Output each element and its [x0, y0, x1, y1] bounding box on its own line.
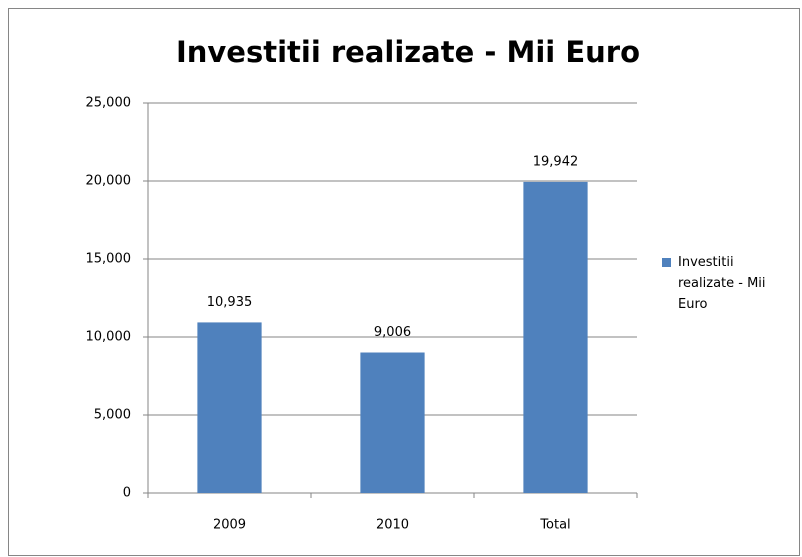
bar: [360, 352, 425, 493]
x-tick-label: 2009: [213, 518, 246, 533]
y-tick-label: 20,000: [86, 174, 132, 189]
data-label: 19,942: [533, 154, 579, 169]
y-tick-label: 10,000: [86, 330, 132, 345]
x-tick-label: 2010: [376, 518, 409, 533]
y-tick-label: 25,000: [86, 96, 132, 111]
data-label: 9,006: [374, 325, 411, 340]
legend: Investitii realizate - Mii Euro: [662, 252, 792, 315]
y-tick-label: 0: [123, 486, 131, 501]
chart-title: Investitii realizate - Mii Euro: [176, 35, 640, 69]
legend-label: Investitii realizate - Mii Euro: [678, 255, 766, 312]
bar: [523, 181, 588, 494]
y-tick-label: 5,000: [94, 408, 131, 423]
y-tick-label: 15,000: [86, 252, 132, 267]
bar: [197, 322, 262, 493]
data-label: 10,935: [207, 295, 253, 310]
legend-swatch: [662, 258, 671, 267]
x-tick-label: Total: [539, 518, 570, 533]
